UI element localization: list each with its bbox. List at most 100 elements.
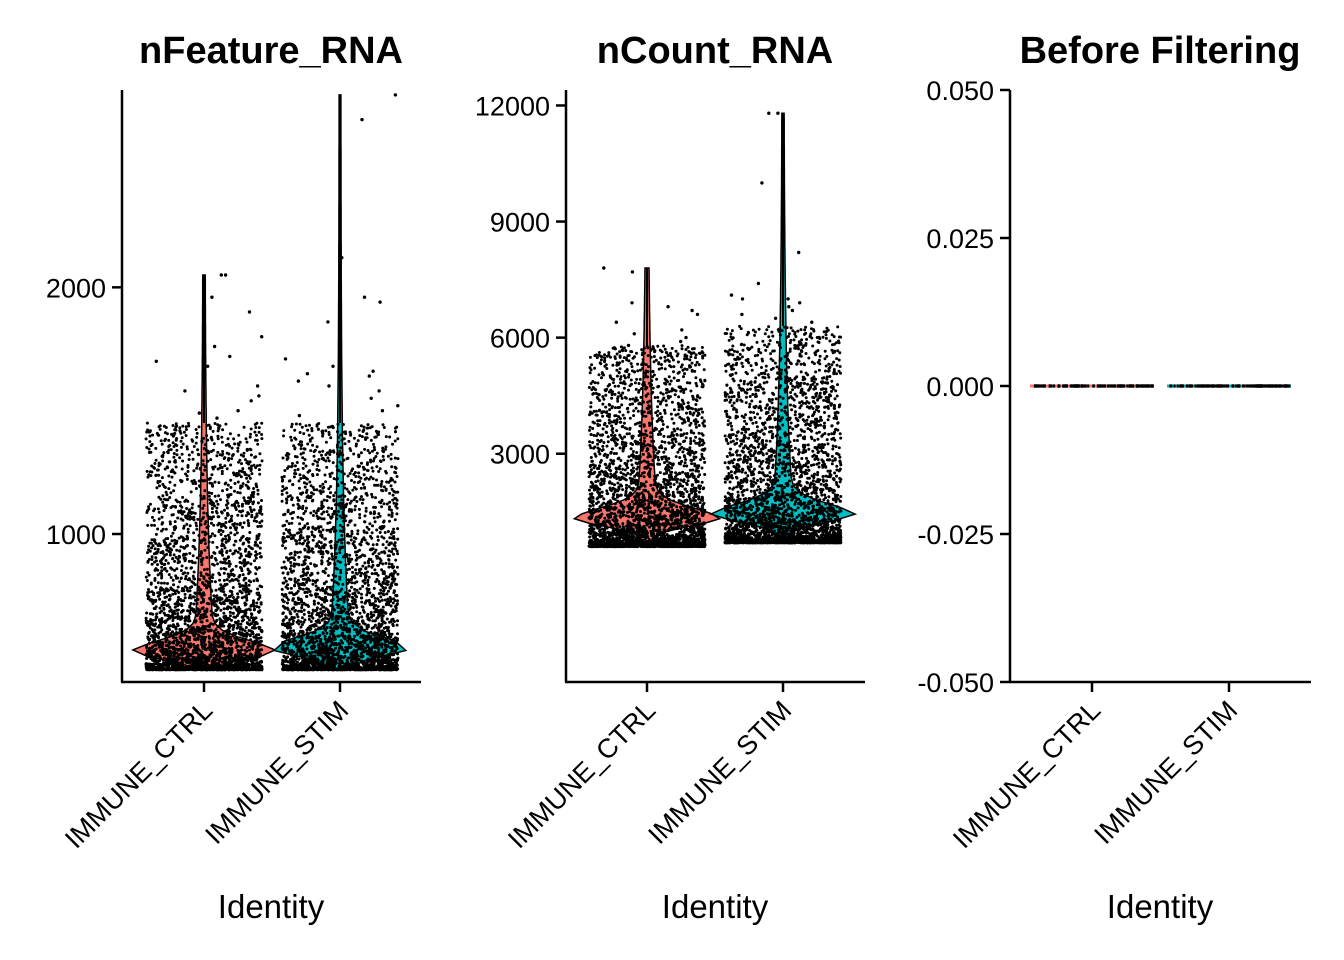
jitter-point — [193, 577, 197, 581]
jitter-point — [168, 597, 172, 601]
jitter-point — [290, 521, 294, 525]
jitter-point — [289, 578, 293, 581]
jitter-point — [159, 572, 163, 576]
jitter-point — [213, 639, 217, 643]
jitter-point — [218, 424, 222, 428]
jitter-point — [224, 650, 228, 654]
jitter-point — [190, 517, 194, 520]
jitter-point — [220, 469, 224, 473]
jitter-point — [200, 551, 203, 555]
jitter-point — [220, 668, 224, 672]
jitter-point — [184, 425, 188, 429]
jitter-point — [189, 596, 193, 600]
jitter-point — [285, 486, 288, 490]
jitter-point — [161, 494, 165, 498]
jitter-point — [161, 588, 165, 592]
jitter-point — [247, 474, 251, 478]
jitter-point — [391, 493, 395, 497]
jitter-point — [207, 581, 210, 585]
jitter-point — [258, 546, 262, 550]
jitter-point — [192, 649, 195, 652]
outlier-point — [219, 273, 223, 277]
jitter-point — [258, 463, 262, 467]
jitter-point — [218, 453, 222, 457]
jitter-point — [201, 600, 205, 604]
jitter-point — [311, 474, 315, 478]
jitter-point — [198, 553, 201, 557]
jitter-point — [257, 625, 261, 629]
jitter-point — [252, 600, 256, 604]
jitter-point — [209, 450, 213, 453]
jitter-point — [234, 645, 238, 649]
jitter-point — [154, 473, 158, 477]
jitter-point — [219, 589, 223, 593]
jitter-point — [351, 606, 355, 610]
jitter-point — [180, 641, 184, 644]
jitter-point — [156, 634, 160, 638]
jitter-point — [242, 643, 246, 647]
jitter-point — [325, 661, 329, 665]
jitter-point — [184, 615, 188, 619]
jitter-point — [165, 589, 169, 593]
jitter-point — [292, 629, 296, 633]
jitter-point — [170, 539, 174, 543]
jitter-point — [178, 426, 182, 430]
jitter-point — [144, 616, 148, 620]
jitter-point — [238, 589, 242, 593]
jitter-point — [299, 477, 303, 480]
jitter-point — [245, 598, 249, 602]
jitter-point — [167, 655, 170, 659]
jitter-point — [185, 534, 189, 538]
jitter-point — [175, 601, 179, 605]
jitter-point — [220, 586, 224, 590]
jitter-point — [205, 584, 209, 588]
jitter-point — [150, 598, 154, 602]
jitter-point — [160, 442, 164, 446]
jitter-point — [161, 453, 165, 457]
jitter-point — [363, 581, 367, 585]
jitter-point — [371, 469, 375, 473]
jitter-point — [153, 523, 156, 527]
jitter-point — [310, 530, 314, 534]
jitter-point — [187, 421, 190, 425]
jitter-point — [341, 430, 345, 434]
jitter-point — [210, 554, 214, 558]
jitter-point — [240, 504, 244, 508]
jitter-point — [188, 636, 192, 639]
jitter-point — [215, 599, 219, 603]
jitter-point — [232, 502, 236, 506]
jitter-point — [202, 660, 206, 664]
jitter-point — [190, 506, 194, 510]
jitter-point — [246, 519, 250, 523]
jitter-point — [224, 526, 228, 529]
jitter-point — [211, 484, 215, 488]
jitter-point — [363, 571, 367, 575]
jitter-point — [249, 562, 253, 566]
jitter-point — [311, 492, 315, 496]
jitter-point — [256, 587, 260, 591]
jitter-point — [280, 587, 284, 591]
jitter-point — [156, 433, 160, 437]
jitter-point — [167, 487, 171, 491]
jitter-point — [214, 608, 218, 612]
jitter-point — [161, 666, 165, 670]
jitter-point — [191, 631, 194, 635]
jitter-point — [361, 482, 365, 486]
jitter-point — [208, 535, 212, 539]
jitter-point — [202, 436, 206, 440]
jitter-point — [325, 510, 329, 514]
jitter-point — [175, 567, 179, 571]
jitter-point — [340, 462, 344, 466]
jitter-point — [237, 575, 241, 579]
jitter-point — [325, 631, 329, 635]
jitter-point — [168, 496, 172, 499]
jitter-point — [165, 465, 169, 469]
jitter-point — [174, 526, 178, 530]
jitter-point — [212, 594, 216, 598]
jitter-point — [226, 539, 230, 543]
jitter-point — [381, 423, 385, 427]
jitter-point — [374, 496, 377, 500]
jitter-point — [358, 587, 362, 591]
jitter-point — [145, 644, 149, 648]
jitter-point — [212, 643, 216, 647]
